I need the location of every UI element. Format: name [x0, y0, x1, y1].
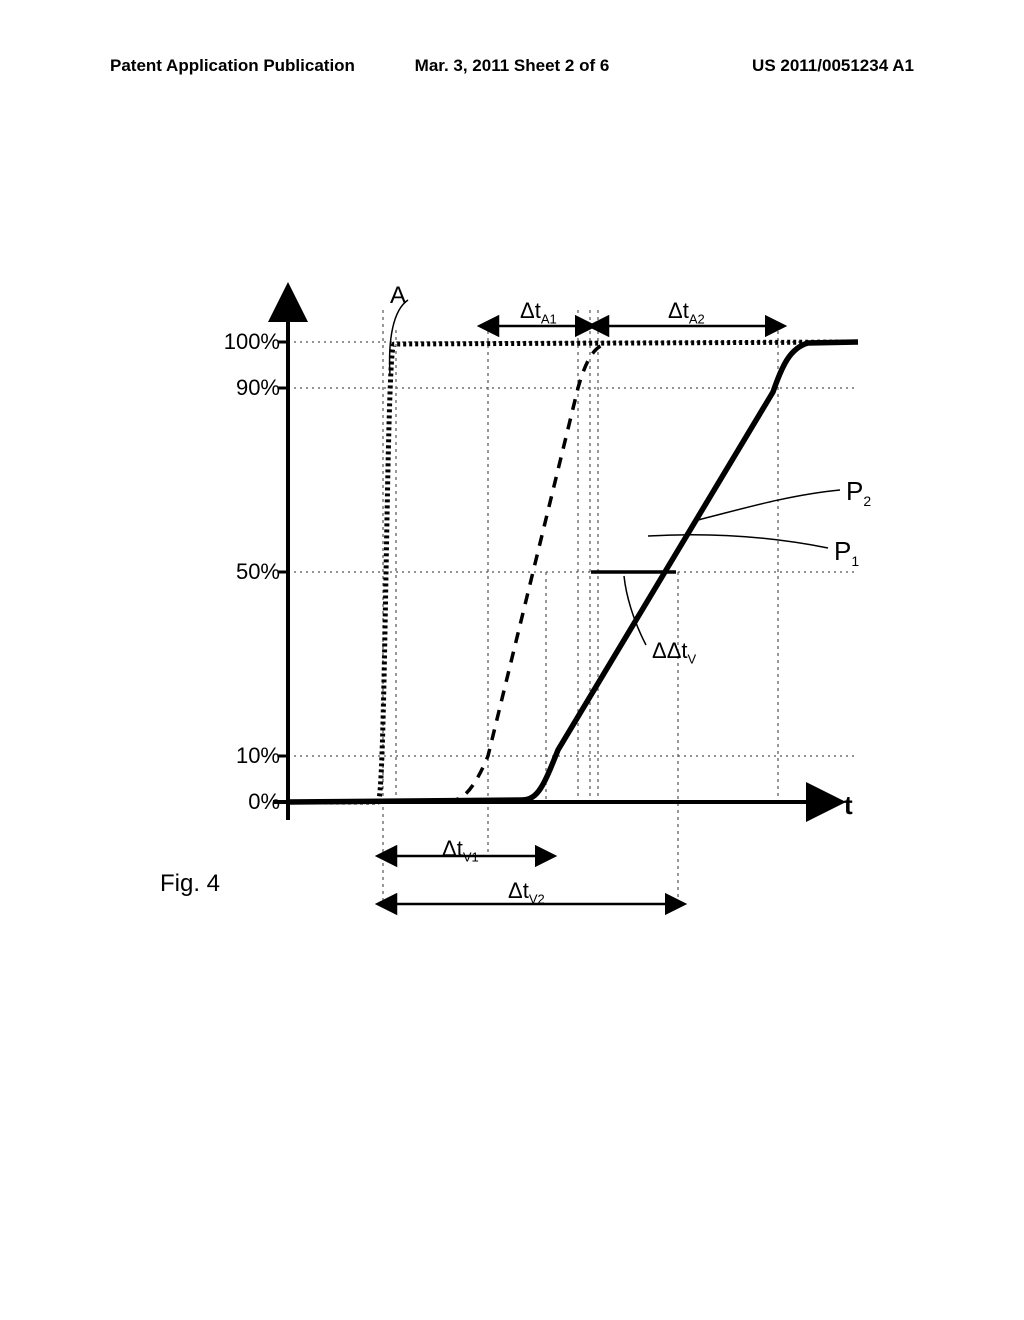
ytick-100: 100% — [224, 329, 280, 355]
label-A: A — [390, 282, 406, 310]
label-ddtv: ΔΔtV — [652, 638, 696, 666]
label-P2: P2 — [846, 476, 871, 509]
x-axis-label: t — [844, 790, 853, 821]
ytick-50: 50% — [236, 559, 280, 585]
page-header: Patent Application Publication Mar. 3, 2… — [0, 56, 1024, 76]
label-dtV1: ΔtV1 — [442, 836, 479, 864]
header-left: Patent Application Publication — [110, 56, 355, 76]
figure-caption: Fig. 4 — [160, 870, 220, 898]
ytick-0: 0% — [248, 789, 280, 815]
label-dtA2: ΔtA2 — [668, 298, 705, 326]
ytick-90: 90% — [236, 375, 280, 401]
header-center: Mar. 3, 2011 Sheet 2 of 6 — [415, 56, 610, 76]
chart-figure-4: 100% 90% 50% 10% 0% A ΔtA1 ΔtA2 P2 P1 ΔΔ… — [128, 280, 898, 920]
label-dtA1: ΔtA1 — [520, 298, 557, 326]
label-P1: P1 — [834, 536, 859, 569]
header-right: US 2011/0051234 A1 — [752, 56, 914, 76]
ytick-10: 10% — [236, 743, 280, 769]
label-dtV2: ΔtV2 — [508, 878, 545, 906]
